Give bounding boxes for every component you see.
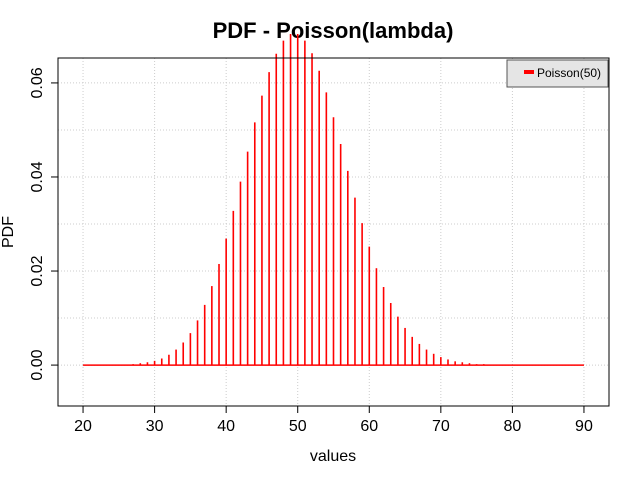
x-axis-label: values (310, 448, 356, 465)
y-tick-label: 0.00 (29, 349, 46, 380)
x-tick-label: 60 (360, 418, 378, 435)
chart-title: PDF - Poisson(lambda) (213, 18, 454, 43)
data-series-poisson (83, 34, 584, 366)
x-tick-label: 90 (575, 418, 593, 435)
y-tick-label: 0.04 (29, 161, 46, 192)
x-tick-label: 20 (74, 418, 92, 435)
x-tick-label: 70 (432, 418, 450, 435)
legend-box (506, 59, 609, 88)
x-tick-label: 50 (289, 418, 307, 435)
x-tick-label: 40 (217, 418, 235, 435)
y-tick-label: 0.02 (29, 255, 46, 286)
y-tick-label: 0.06 (29, 67, 46, 98)
legend-swatch (524, 70, 534, 74)
x-axis: 20 30 40 50 60 70 80 90 (74, 405, 593, 435)
y-axis-label: PDF (0, 216, 17, 248)
legend-entry-label: Poisson(50) (537, 66, 601, 80)
y-axis: 0.00 0.02 0.04 0.06 (29, 67, 59, 381)
x-tick-label: 80 (503, 418, 521, 435)
x-tick-label: 30 (146, 418, 164, 435)
legend: Poisson(50) (506, 59, 609, 88)
